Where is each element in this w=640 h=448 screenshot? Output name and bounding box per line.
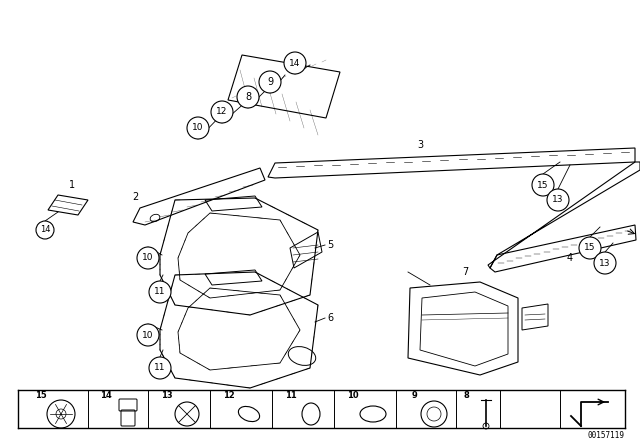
Text: 13: 13 bbox=[161, 392, 173, 401]
Circle shape bbox=[36, 221, 54, 239]
Text: 7: 7 bbox=[462, 267, 468, 277]
Text: 15: 15 bbox=[584, 244, 596, 253]
Text: 13: 13 bbox=[552, 195, 564, 204]
Text: 00157119: 00157119 bbox=[588, 431, 625, 440]
Text: 15: 15 bbox=[35, 392, 47, 401]
Text: 14: 14 bbox=[289, 59, 301, 68]
Text: 8: 8 bbox=[245, 92, 251, 102]
Text: 6: 6 bbox=[327, 313, 333, 323]
Text: 10: 10 bbox=[142, 331, 154, 340]
Circle shape bbox=[137, 247, 159, 269]
Text: 14: 14 bbox=[40, 225, 51, 234]
Text: 1: 1 bbox=[69, 180, 75, 190]
Text: 4: 4 bbox=[567, 253, 573, 263]
Text: 11: 11 bbox=[154, 288, 166, 297]
Text: 11: 11 bbox=[285, 392, 297, 401]
Circle shape bbox=[149, 357, 171, 379]
Circle shape bbox=[284, 52, 306, 74]
Text: 3: 3 bbox=[417, 140, 423, 150]
Text: 15: 15 bbox=[537, 181, 548, 190]
Text: 10: 10 bbox=[347, 392, 359, 401]
Text: 9: 9 bbox=[411, 392, 417, 401]
Text: 2: 2 bbox=[132, 192, 138, 202]
Text: 10: 10 bbox=[192, 124, 204, 133]
Text: 10: 10 bbox=[142, 254, 154, 263]
Circle shape bbox=[137, 324, 159, 346]
Circle shape bbox=[237, 86, 259, 108]
Circle shape bbox=[259, 71, 281, 93]
Circle shape bbox=[211, 101, 233, 123]
Circle shape bbox=[532, 174, 554, 196]
Text: 13: 13 bbox=[599, 258, 611, 267]
Circle shape bbox=[187, 117, 209, 139]
Circle shape bbox=[547, 189, 569, 211]
Text: 5: 5 bbox=[327, 240, 333, 250]
Text: 12: 12 bbox=[216, 108, 228, 116]
Circle shape bbox=[149, 281, 171, 303]
Circle shape bbox=[594, 252, 616, 274]
Text: 11: 11 bbox=[154, 363, 166, 372]
Circle shape bbox=[579, 237, 601, 259]
Text: 14: 14 bbox=[100, 392, 112, 401]
Text: 8: 8 bbox=[463, 392, 469, 401]
Text: 9: 9 bbox=[267, 77, 273, 87]
Text: 12: 12 bbox=[223, 392, 235, 401]
